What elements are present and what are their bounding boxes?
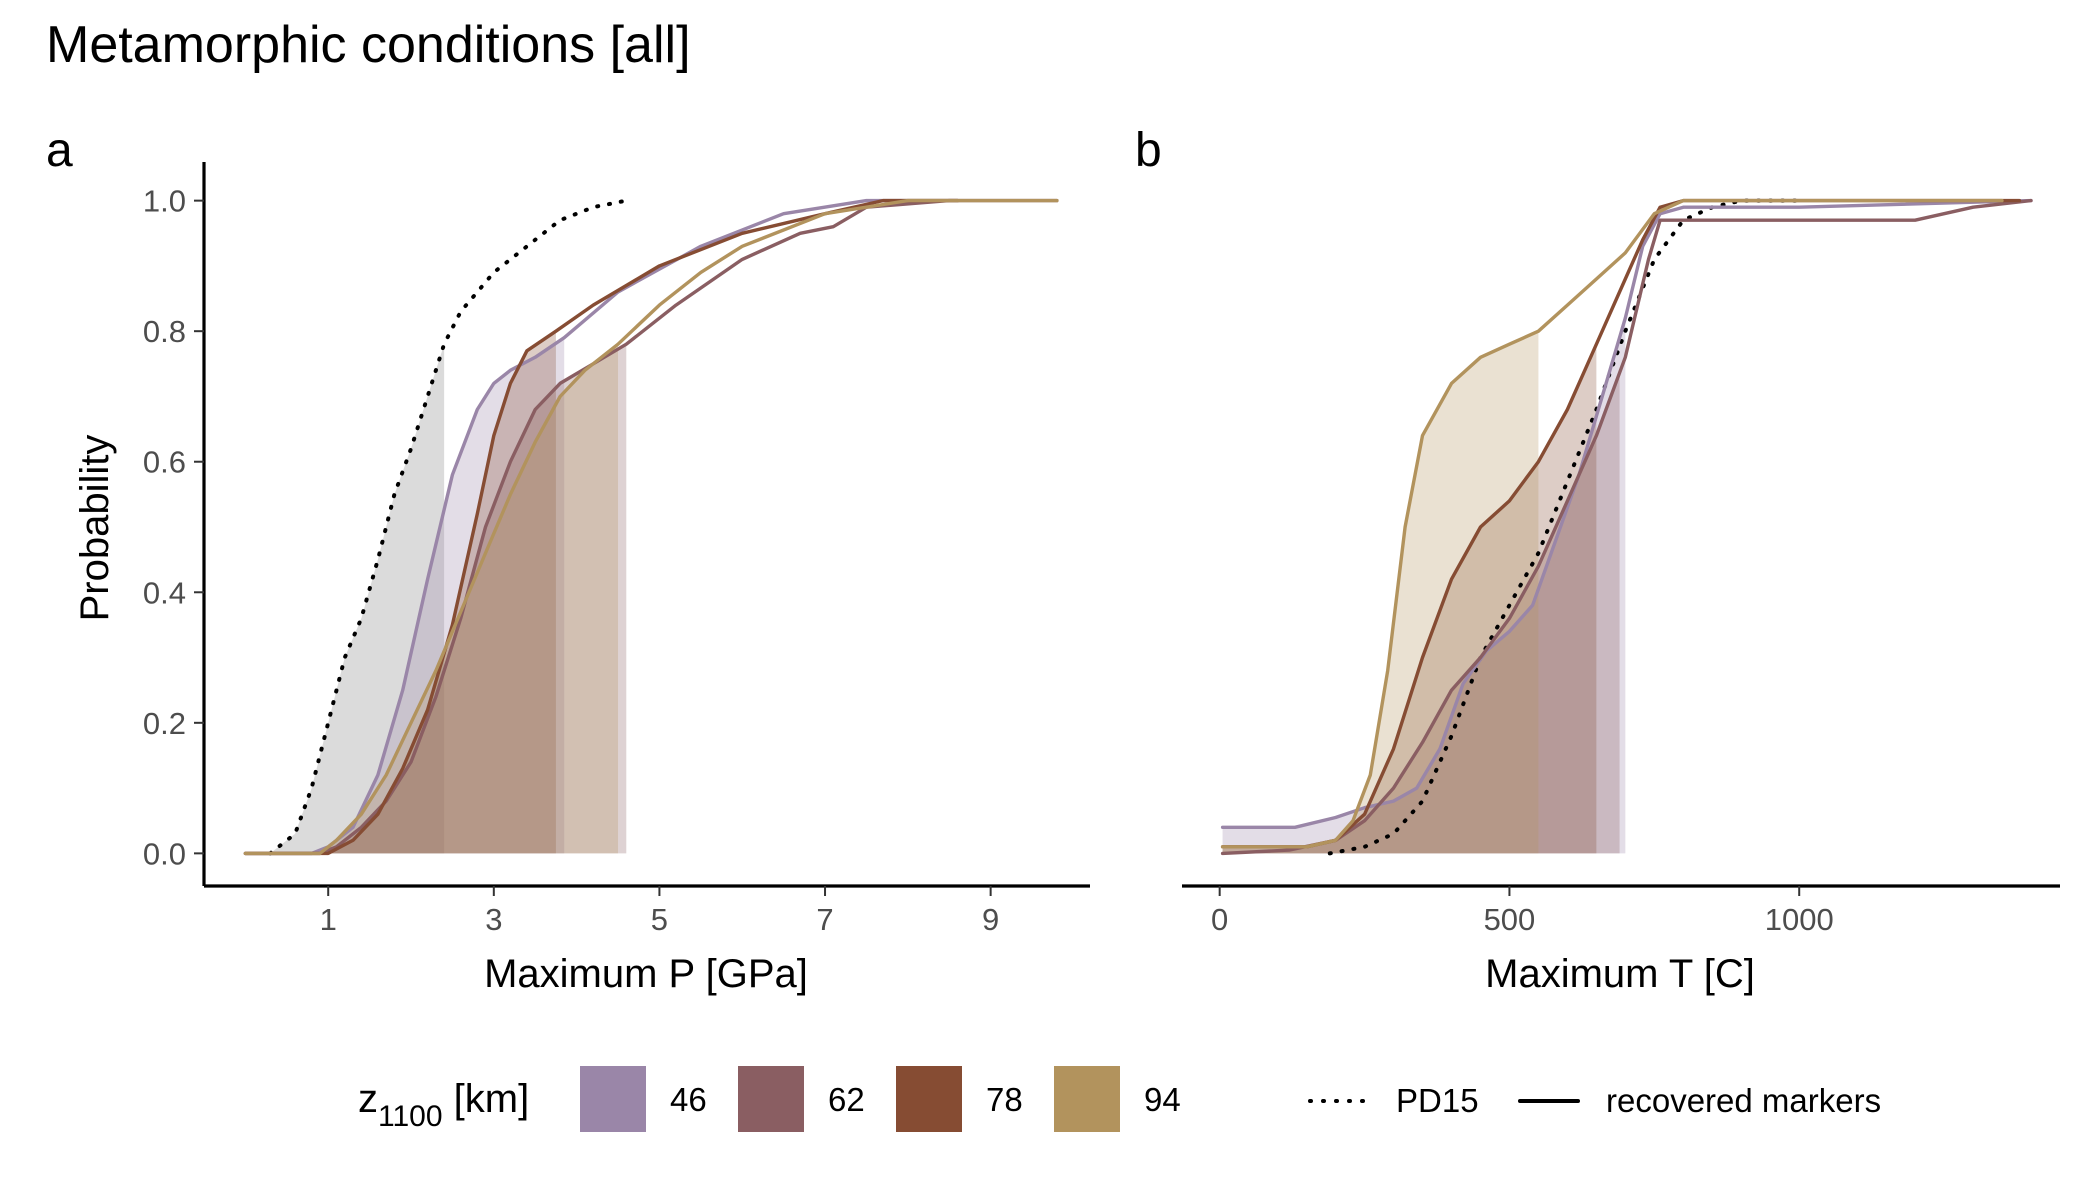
panel-tag-b: b xyxy=(1135,124,1162,177)
panel-a-series-PD15 xyxy=(268,198,629,856)
panel-b-series-62 xyxy=(1220,198,2033,856)
panel-b-xlabel: Maximum T [C] xyxy=(1485,952,1755,996)
legend-title-unit: [km] xyxy=(443,1077,530,1121)
legend-swatches: 46 62 78 94 xyxy=(580,1066,1181,1132)
panel-a-series-94 xyxy=(243,198,1059,856)
panel-b-series-46 xyxy=(1220,198,2033,829)
panel-a-xlabel: Maximum P [GPa] xyxy=(484,952,808,996)
panel-a-series-62 xyxy=(243,198,1059,856)
legend-title-sub: 1100 xyxy=(378,1100,443,1133)
panel-a-series-46 xyxy=(243,198,960,856)
panel-a-xtick-label-3: 3 xyxy=(485,902,502,937)
panel-a-ytick-label-0: 0.0 xyxy=(143,836,186,871)
legend-swatch-78 xyxy=(896,1066,962,1132)
panel-b-series-94 xyxy=(1220,198,2004,849)
panel-b-xtick-label-0: 0 xyxy=(1211,902,1228,937)
legend-line-label-1: recovered markers xyxy=(1606,1082,1881,1119)
panel-b-shade-94 xyxy=(1222,331,1539,854)
legend: z1100 [km] 46 62 78 94 PD15 recovered marker… xyxy=(358,1066,1881,1133)
panel-a-shades xyxy=(245,331,627,854)
legend-swatch-62 xyxy=(738,1066,804,1132)
legend-label-94: 94 xyxy=(1144,1081,1181,1118)
panel-a-axes: 1 3 5 7 9 0.0 0.2 0.4 0.6 0.8 1.0 xyxy=(143,162,1090,937)
panel-a-ytick-label-5: 1.0 xyxy=(143,184,186,219)
panel-a-shade-78 xyxy=(245,331,556,854)
panel-a-shade-94 xyxy=(245,344,619,854)
panel-b-shade-46 xyxy=(1222,318,1626,854)
panel-b-axes: 0 500 1000 xyxy=(1182,884,2060,937)
panel-a-shade-62 xyxy=(245,344,627,854)
panel-a-ytick-label-3: 0.6 xyxy=(143,445,186,480)
legend-title: z1100 [km] xyxy=(358,1077,529,1133)
legend-line-keys: PD15 recovered markers xyxy=(1308,1082,1881,1119)
panel-a-series-78 xyxy=(243,198,960,856)
panel-a-shade-PD15 xyxy=(270,344,445,854)
panel-b-xtick-label-1000: 1000 xyxy=(1765,902,1834,937)
panel-b-shades xyxy=(1222,318,1626,854)
panel-a-ytick-label-1: 0.2 xyxy=(143,706,186,741)
legend-label-46: 46 xyxy=(670,1081,707,1118)
panel-a-shade-46 xyxy=(245,337,565,854)
panel-b-shade-62 xyxy=(1222,372,1620,854)
panel-a-lines xyxy=(243,198,1059,856)
panel-tag-a: a xyxy=(46,124,73,177)
legend-line-label-0: PD15 xyxy=(1396,1082,1479,1119)
panel-a-xtick-label-1: 1 xyxy=(320,902,337,937)
panel-a-ylabel: Probability xyxy=(73,435,117,622)
figure-title: Metamorphic conditions [all] xyxy=(46,16,691,74)
legend-label-62: 62 xyxy=(828,1081,865,1118)
panel-b: b 0 500 1000 Maximum T [C] xyxy=(1135,124,2060,996)
panel-a-xtick-label-5: 5 xyxy=(651,902,668,937)
panel-b-shade-78 xyxy=(1222,344,1597,854)
panel-a-xtick-label-7: 7 xyxy=(816,902,833,937)
legend-label-78: 78 xyxy=(986,1081,1023,1118)
legend-swatch-46 xyxy=(580,1066,646,1132)
panel-b-lines xyxy=(1220,198,2033,856)
panel-a-ytick-label-4: 0.8 xyxy=(143,314,186,349)
legend-swatch-94 xyxy=(1054,1066,1120,1132)
panel-a-ytick-label-2: 0.4 xyxy=(143,575,186,610)
legend-title-main: z xyxy=(358,1077,378,1121)
panel-a-xtick-label-9: 9 xyxy=(982,902,999,937)
panel-a: a 1 3 5 7 9 0.0 0.2 0.4 0.6 0.8 1.0 Maximum P [GPa… xyxy=(46,124,1090,996)
panel-b-xtick-label-500: 500 xyxy=(1484,902,1536,937)
